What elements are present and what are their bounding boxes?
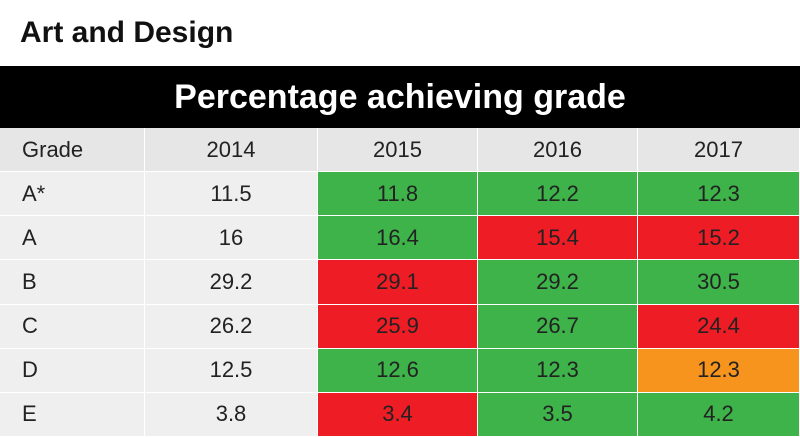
row-grade-label: A (0, 216, 145, 261)
table-cell-value: 30.5 (638, 260, 800, 305)
table-cell-value: 15.2 (638, 216, 800, 261)
table-cell-value: 26.2 (145, 304, 318, 349)
table-title-banner: Percentage achieving grade (0, 66, 800, 128)
table-cell-value: 29.2 (478, 260, 638, 305)
table-cell-value: 3.8 (145, 392, 318, 437)
row-grade-label: C (0, 304, 145, 349)
table-cell-value: 25.9 (318, 304, 478, 349)
table-cell-value: 11.8 (318, 172, 478, 217)
subject-title: Art and Design (20, 16, 234, 49)
table-grid: Grade 2014 2015 2016 2017 A* 11.5 11.8 12.2 12.3 A… (0, 128, 800, 437)
table-cell-value: 12.3 (638, 172, 800, 217)
table-cell-value: 12.2 (478, 172, 638, 217)
grade-table: Percentage achieving grade Grade 2014 2015… (0, 66, 800, 437)
table-cell-value: 11.5 (145, 172, 318, 217)
column-header-year: 2015 (318, 128, 478, 173)
row-grade-label: B (0, 260, 145, 305)
table-cell-value: 16 (145, 216, 318, 261)
table-cell-value: 12.6 (318, 348, 478, 393)
table-cell-value: 3.4 (318, 392, 478, 437)
column-header-year: 2014 (145, 128, 318, 173)
table-cell-value: 12.3 (478, 348, 638, 393)
table-cell-value: 12.3 (638, 348, 800, 393)
column-header-grade: Grade (0, 128, 145, 173)
table-cell-value: 29.2 (145, 260, 318, 305)
table-cell-value: 29.1 (318, 260, 478, 305)
table-cell-value: 26.7 (478, 304, 638, 349)
column-header-year: 2016 (478, 128, 638, 173)
table-cell-value: 16.4 (318, 216, 478, 261)
table-cell-value: 15.4 (478, 216, 638, 261)
table-cell-value: 24.4 (638, 304, 800, 349)
row-grade-label: D (0, 348, 145, 393)
table-cell-value: 3.5 (478, 392, 638, 437)
table-cell-value: 4.2 (638, 392, 800, 437)
row-grade-label: A* (0, 172, 145, 217)
row-grade-label: E (0, 392, 145, 437)
column-header-year: 2017 (638, 128, 800, 173)
table-cell-value: 12.5 (145, 348, 318, 393)
